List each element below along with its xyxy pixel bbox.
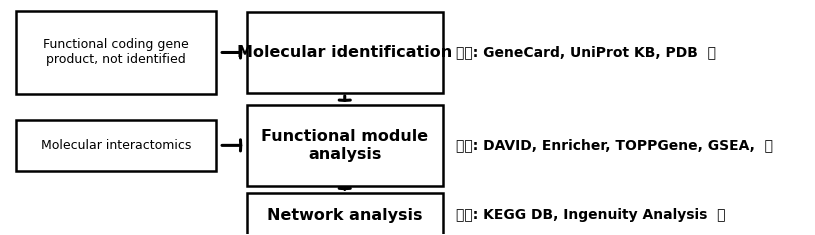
- Text: Network analysis: Network analysis: [267, 208, 422, 223]
- FancyBboxPatch shape: [247, 193, 443, 235]
- FancyBboxPatch shape: [16, 11, 215, 94]
- Text: 도구: KEGG DB, Ingenuity Analysis  등: 도구: KEGG DB, Ingenuity Analysis 등: [456, 208, 725, 222]
- FancyBboxPatch shape: [16, 120, 215, 171]
- Text: 도구: GeneCard, UniProt KB, PDB  등: 도구: GeneCard, UniProt KB, PDB 등: [456, 46, 716, 59]
- FancyBboxPatch shape: [247, 12, 443, 93]
- Text: Functional coding gene
product, not identified: Functional coding gene product, not iden…: [43, 39, 189, 67]
- Text: Functional module
analysis: Functional module analysis: [261, 129, 429, 162]
- FancyBboxPatch shape: [247, 105, 443, 186]
- Text: Molecular identification: Molecular identification: [237, 45, 452, 60]
- Text: 도구: DAVID, Enricher, TOPPGene, GSEA,  등: 도구: DAVID, Enricher, TOPPGene, GSEA, 등: [456, 138, 773, 152]
- Text: Molecular interactomics: Molecular interactomics: [41, 139, 191, 152]
